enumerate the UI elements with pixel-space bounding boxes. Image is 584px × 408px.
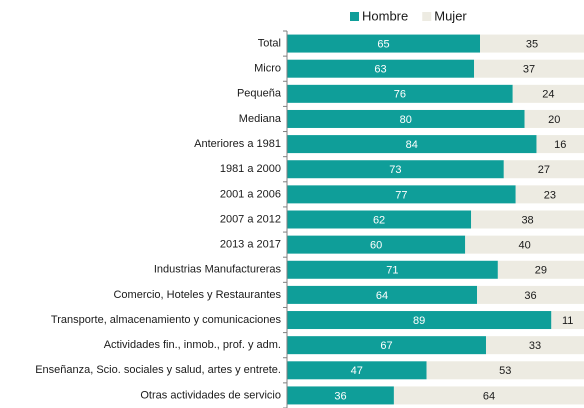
data-label: 38 [521,214,533,226]
bar-segment [287,260,498,279]
bar-segment [287,84,513,103]
y-tick-label: 2013 a 2017 [220,239,281,251]
data-label: 71 [386,265,398,277]
data-label: 16 [554,139,566,151]
bar-segment [287,185,516,204]
data-label: 77 [395,189,407,201]
data-label: 33 [529,340,541,352]
bar-segment [287,361,427,380]
y-tick-label: Micro [254,63,281,75]
legend-swatch [422,12,432,21]
bar-segment [393,386,584,405]
bar-segment [471,210,584,229]
legend-label: Hombre [362,8,408,23]
y-tick-label: Actividades fin., inmob., prof. y adm. [104,339,281,351]
data-label: 89 [413,315,425,327]
y-tick-label: 2001 a 2006 [220,188,281,200]
bar-segment [287,235,466,254]
y-tick-label: Anteriores a 1981 [194,138,281,150]
data-label: 37 [523,64,535,76]
y-tick-label: Industrias Manufactureras [154,264,282,276]
y-tick-label: Total [258,37,281,49]
bar-segment [287,59,475,78]
data-label: 47 [351,365,363,377]
data-label: 73 [389,164,401,176]
bar-segment [524,109,584,128]
bar-segment [515,185,584,204]
data-label: 64 [376,290,388,302]
data-label: 24 [542,89,554,101]
bar-segment [536,135,584,154]
data-label: 35 [526,38,538,50]
bar-segment [512,84,584,103]
data-label: 20 [548,114,560,126]
data-label: 60 [370,240,382,252]
data-label: 23 [544,189,556,201]
legend-label: Mujer [434,8,467,23]
bar-segment [287,109,525,128]
legend-swatch [350,12,359,21]
data-label: 76 [394,89,406,101]
data-label: 64 [483,390,495,402]
data-label: 36 [334,390,346,402]
data-label: 84 [406,139,418,151]
bar-segment [287,311,552,330]
data-label: 80 [400,114,412,126]
data-label: 67 [380,340,392,352]
bar-segment [474,59,584,78]
bar-segment [503,160,584,179]
data-label: 36 [524,290,536,302]
bar-segment [497,260,584,279]
bar-segment [465,235,584,254]
y-tick-label: Mediana [239,113,282,125]
data-label: 62 [373,214,385,226]
bar-segment [287,285,478,304]
data-label: 40 [518,240,530,252]
bar-segment [287,386,394,405]
bar-segment [287,210,472,229]
bar-segment [480,34,584,53]
bar-segment [287,135,537,154]
bar-segment [426,361,584,380]
data-label: 63 [374,64,386,76]
bar-segment [287,160,504,179]
y-tick-label: Otras actividades de servicio [140,389,281,401]
bar-segment [485,336,584,355]
bar-segment [287,34,481,53]
data-label: 27 [538,164,550,176]
y-tick-label: 1981 a 2000 [220,163,281,175]
data-label: 53 [499,365,511,377]
data-label: 29 [535,265,547,277]
y-tick-label: 2007 a 2012 [220,213,281,225]
y-tick-label: Pequeña [237,88,282,100]
bar-segment [551,311,584,330]
y-tick-label: Transporte, almacenamiento y comunicacio… [51,314,282,326]
bar-segment [477,285,584,304]
bar-segment [287,336,486,355]
data-label: 11 [562,315,573,327]
y-tick-label: Comercio, Hoteles y Restaurantes [113,289,281,301]
data-label: 65 [377,38,389,50]
y-tick-label: Enseñanza, Scio. sociales y salud, artes… [35,364,281,376]
